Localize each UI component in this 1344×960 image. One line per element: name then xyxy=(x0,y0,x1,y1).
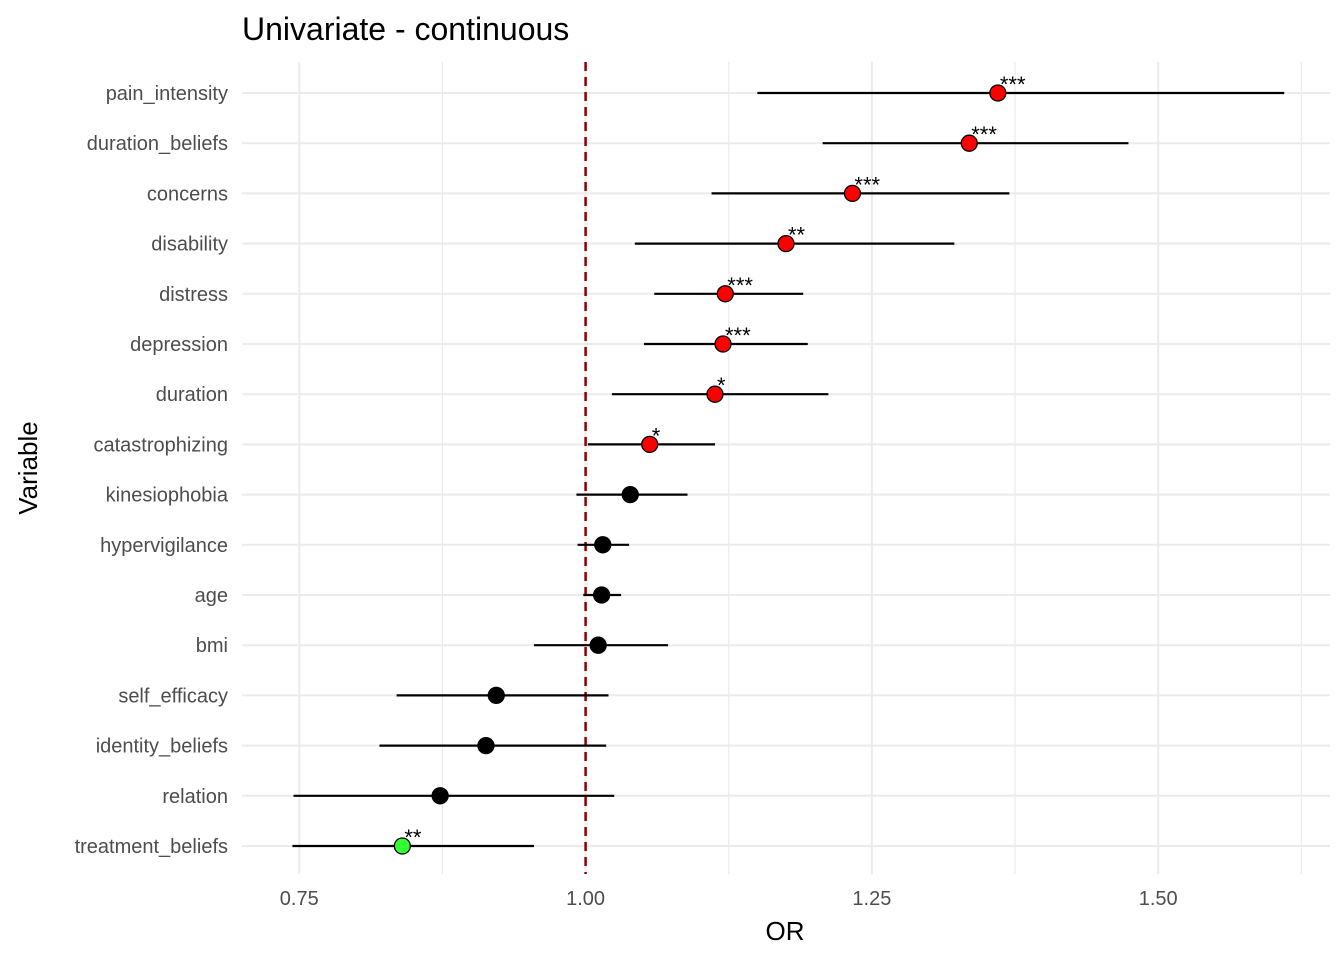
chart-title: Univariate - continuous xyxy=(242,11,569,47)
or-point xyxy=(960,134,978,152)
or-point xyxy=(487,686,505,705)
significance-label: * xyxy=(717,373,726,398)
or-point xyxy=(989,84,1007,102)
y-tick-label: pain_intensity xyxy=(106,83,228,105)
x-tick-label: 1.25 xyxy=(852,888,891,910)
y-axis-label: Variable xyxy=(13,421,43,514)
y-tick-label: duration_beliefs xyxy=(87,133,228,155)
significance-label: *** xyxy=(725,323,751,348)
y-tick-label: relation xyxy=(162,786,228,808)
x-tick-label: 0.75 xyxy=(280,888,319,910)
significance-label: *** xyxy=(971,122,997,147)
significance-label: ** xyxy=(404,825,422,850)
y-tick-label: identity_beliefs xyxy=(96,736,228,758)
y-tick-label: bmi xyxy=(196,635,228,657)
y-tick-label: treatment_beliefs xyxy=(75,836,228,858)
significance-label: *** xyxy=(1000,72,1026,97)
y-tick-label: hypervigilance xyxy=(100,535,228,557)
y-tick-label: concerns xyxy=(147,183,228,205)
or-point xyxy=(716,285,734,303)
or-point xyxy=(431,787,449,805)
or-point xyxy=(641,435,659,454)
x-axis-label: OR xyxy=(766,916,805,946)
y-tick-label: catastrophizing xyxy=(93,434,228,456)
y-tick-label: duration xyxy=(156,384,228,406)
significance-label: *** xyxy=(727,273,753,298)
or-point xyxy=(592,586,611,604)
or-point xyxy=(594,536,612,554)
y-tick-label: kinesiophobia xyxy=(106,485,229,507)
or-point xyxy=(714,335,732,353)
or-point xyxy=(393,837,411,855)
y-axis-tick-labels: pain_intensity duration_beliefs concerns di… xyxy=(75,83,229,858)
significance-label: * xyxy=(652,423,661,448)
or-point xyxy=(706,385,724,403)
or-point xyxy=(777,234,795,253)
or-point xyxy=(477,736,495,755)
significance-label: *** xyxy=(854,172,880,197)
or-point xyxy=(621,485,639,504)
plot-panel: ********************* xyxy=(242,62,1330,874)
x-tick-label: 1.00 xyxy=(566,888,605,910)
y-tick-label: distress xyxy=(159,284,228,306)
or-point xyxy=(843,184,862,203)
y-tick-label: age xyxy=(195,585,228,607)
y-tick-label: disability xyxy=(151,234,228,256)
y-tick-label: self_efficacy xyxy=(118,685,228,707)
y-tick-label: depression xyxy=(130,334,228,356)
or-point xyxy=(589,636,607,654)
x-tick-label: 1.50 xyxy=(1139,888,1178,910)
x-axis-tick-labels: 0.75 1.00 1.25 1.50 xyxy=(280,888,1178,910)
significance-label: ** xyxy=(788,223,806,248)
